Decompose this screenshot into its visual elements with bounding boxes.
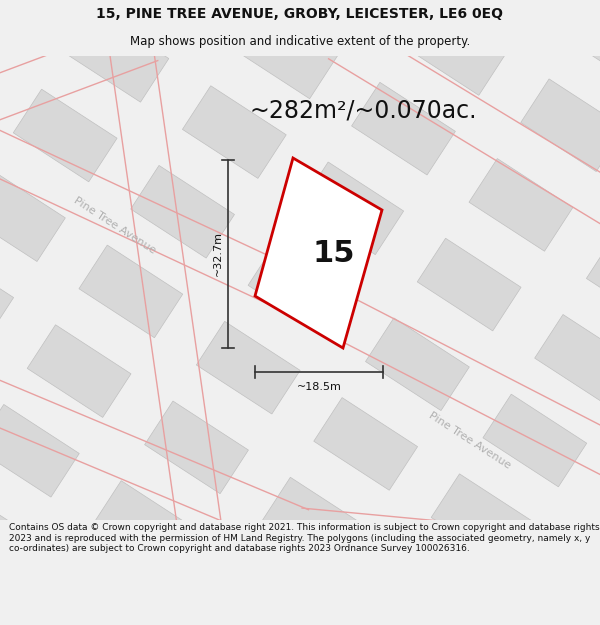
Polygon shape bbox=[131, 166, 235, 258]
Polygon shape bbox=[535, 314, 600, 407]
Polygon shape bbox=[79, 245, 183, 338]
Polygon shape bbox=[182, 86, 286, 178]
Polygon shape bbox=[300, 162, 404, 254]
Polygon shape bbox=[469, 159, 573, 251]
Polygon shape bbox=[314, 398, 418, 490]
Text: ~18.5m: ~18.5m bbox=[296, 382, 341, 392]
Polygon shape bbox=[572, 0, 600, 92]
Text: 15: 15 bbox=[312, 239, 355, 268]
Polygon shape bbox=[248, 242, 352, 334]
Polygon shape bbox=[13, 89, 117, 182]
Polygon shape bbox=[93, 481, 197, 573]
Polygon shape bbox=[0, 249, 14, 341]
Polygon shape bbox=[431, 474, 535, 566]
Polygon shape bbox=[196, 321, 300, 414]
Text: Pine Tree Avenue: Pine Tree Avenue bbox=[72, 195, 158, 255]
Polygon shape bbox=[262, 478, 366, 570]
Polygon shape bbox=[379, 554, 483, 625]
Polygon shape bbox=[27, 325, 131, 418]
Text: ~282m²/~0.070ac.: ~282m²/~0.070ac. bbox=[250, 98, 478, 122]
Polygon shape bbox=[255, 158, 382, 348]
Polygon shape bbox=[548, 550, 600, 625]
Polygon shape bbox=[0, 404, 79, 497]
Polygon shape bbox=[403, 2, 507, 95]
Polygon shape bbox=[586, 235, 600, 328]
Polygon shape bbox=[417, 238, 521, 331]
Polygon shape bbox=[352, 82, 455, 175]
Polygon shape bbox=[117, 0, 221, 22]
Polygon shape bbox=[0, 0, 52, 26]
Polygon shape bbox=[0, 169, 65, 261]
Text: ~32.7m: ~32.7m bbox=[213, 231, 223, 276]
Polygon shape bbox=[234, 6, 338, 99]
Polygon shape bbox=[521, 79, 600, 171]
Polygon shape bbox=[65, 9, 169, 102]
Polygon shape bbox=[483, 394, 587, 487]
Polygon shape bbox=[0, 484, 28, 577]
Text: 15, PINE TREE AVENUE, GROBY, LEICESTER, LE6 0EQ: 15, PINE TREE AVENUE, GROBY, LEICESTER, … bbox=[97, 7, 503, 21]
Polygon shape bbox=[145, 401, 248, 494]
Text: Pine Tree Avenue: Pine Tree Avenue bbox=[427, 410, 513, 470]
Text: Contains OS data © Crown copyright and database right 2021. This information is : Contains OS data © Crown copyright and d… bbox=[9, 523, 599, 553]
Polygon shape bbox=[365, 318, 469, 411]
Text: Map shows position and indicative extent of the property.: Map shows position and indicative extent… bbox=[130, 36, 470, 49]
